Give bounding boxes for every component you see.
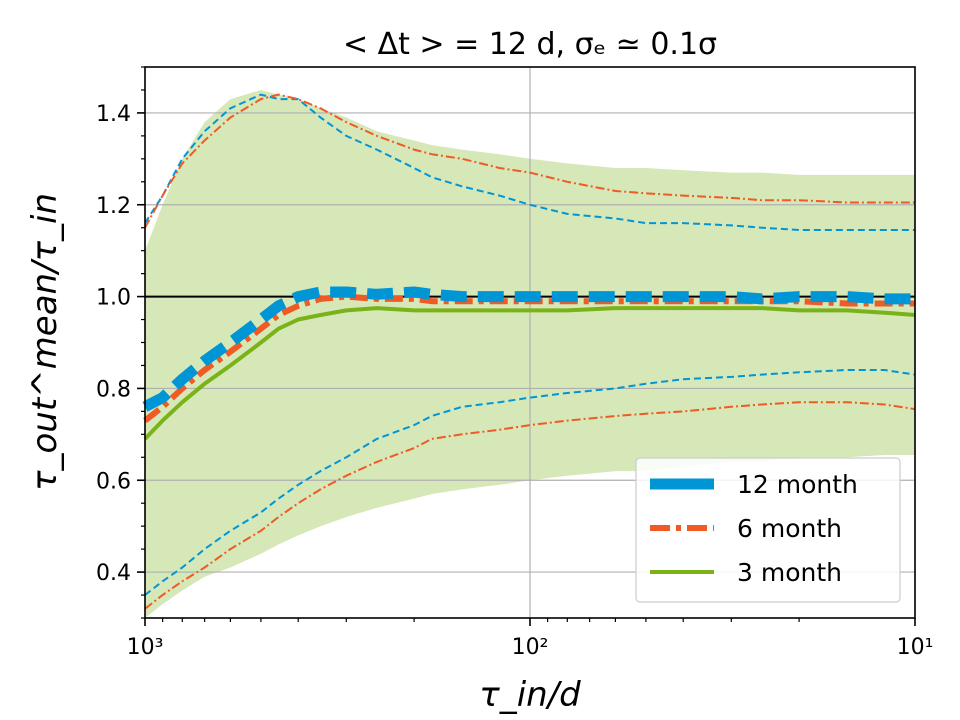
bound-line-12-month-lower bbox=[144, 369, 916, 596]
series-line-6-month bbox=[143, 293, 915, 423]
bound-line-12-month-upper bbox=[144, 93, 915, 231]
legend-label: 6 month bbox=[737, 514, 842, 543]
legend: 12 month 6 month 3 month bbox=[635, 457, 901, 603]
series-line-3-month bbox=[143, 306, 916, 441]
y-tick-label: 1.2 bbox=[96, 194, 131, 219]
series-line-12-month bbox=[142, 286, 915, 412]
bound-line-6-month-upper bbox=[144, 93, 915, 229]
legend-label: 3 month bbox=[737, 558, 842, 587]
y-tick-label: 1.0 bbox=[96, 286, 131, 311]
y-tick-label: 0.8 bbox=[96, 377, 131, 402]
bound-line-6-month-lower bbox=[144, 401, 916, 610]
ticks-layer bbox=[137, 66, 916, 626]
y-tick-label: 0.4 bbox=[96, 561, 131, 586]
bounds-layer bbox=[144, 93, 916, 610]
series-layer bbox=[142, 286, 916, 441]
x-tick-label: 10¹ bbox=[897, 635, 934, 660]
x-tick-label: 10² bbox=[512, 635, 549, 660]
x-axis-label: τ_in/d bbox=[479, 675, 581, 715]
chart-title: < Δt > = 12 d, σₑ ≃ 0.1σ bbox=[343, 27, 717, 62]
y-tick-label: 0.6 bbox=[96, 469, 131, 494]
y-tick-label: 1.4 bbox=[96, 102, 131, 127]
legend-box bbox=[635, 457, 901, 603]
legend-label: 12 month bbox=[737, 470, 858, 499]
x-tick-label: 10³ bbox=[127, 635, 164, 660]
tick-labels: 10³ 10² 10¹ 0.4 0.6 0.8 1.0 1.2 1.4 bbox=[96, 102, 933, 660]
y-axis-label: τ_out^mean/τ_in bbox=[25, 193, 65, 491]
